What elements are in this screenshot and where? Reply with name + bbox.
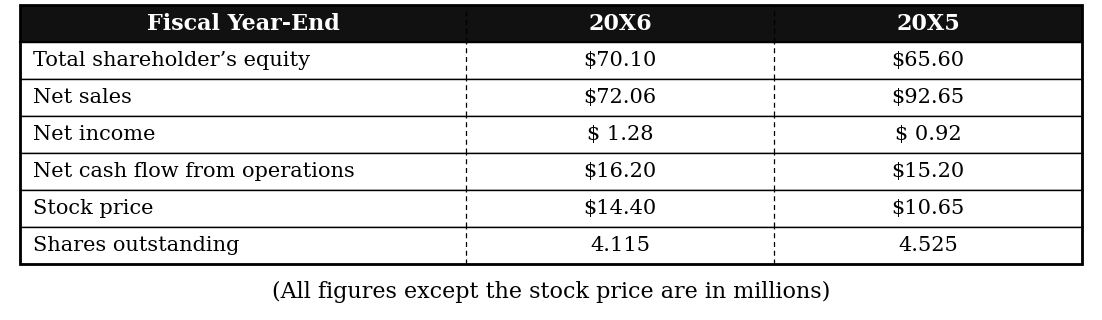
Text: $10.65: $10.65 [892, 199, 964, 218]
Bar [20, 190, 1082, 227]
Text: 4.525: 4.525 [898, 236, 958, 255]
Text: Shares outstanding: Shares outstanding [33, 236, 239, 255]
Bar [20, 5, 1082, 264]
Text: $14.40: $14.40 [583, 199, 657, 218]
Text: Stock price: Stock price [33, 199, 153, 218]
Bar [20, 227, 1082, 264]
Bar [20, 42, 1082, 79]
Text: (All figures except the stock price are in millions): (All figures except the stock price are … [272, 281, 830, 303]
Text: Total shareholder’s equity: Total shareholder’s equity [33, 51, 310, 70]
Text: $65.60: $65.60 [892, 51, 964, 70]
Text: 20X6: 20X6 [588, 12, 652, 35]
Text: $72.06: $72.06 [583, 88, 657, 107]
Text: $92.65: $92.65 [892, 88, 964, 107]
Text: 4.115: 4.115 [590, 236, 650, 255]
Bar [20, 153, 1082, 190]
Text: Net income: Net income [33, 125, 155, 144]
Text: $15.20: $15.20 [892, 162, 964, 181]
Text: Net cash flow from operations: Net cash flow from operations [33, 162, 355, 181]
Bar [20, 79, 1082, 116]
Text: 20X5: 20X5 [896, 12, 960, 35]
Bar [20, 5, 1082, 42]
Text: $16.20: $16.20 [583, 162, 657, 181]
Text: $ 0.92: $ 0.92 [895, 125, 961, 144]
Bar [20, 116, 1082, 153]
Text: Net sales: Net sales [33, 88, 132, 107]
Text: $70.10: $70.10 [583, 51, 657, 70]
Text: Fiscal Year-End: Fiscal Year-End [147, 12, 339, 35]
Text: $ 1.28: $ 1.28 [586, 125, 653, 144]
